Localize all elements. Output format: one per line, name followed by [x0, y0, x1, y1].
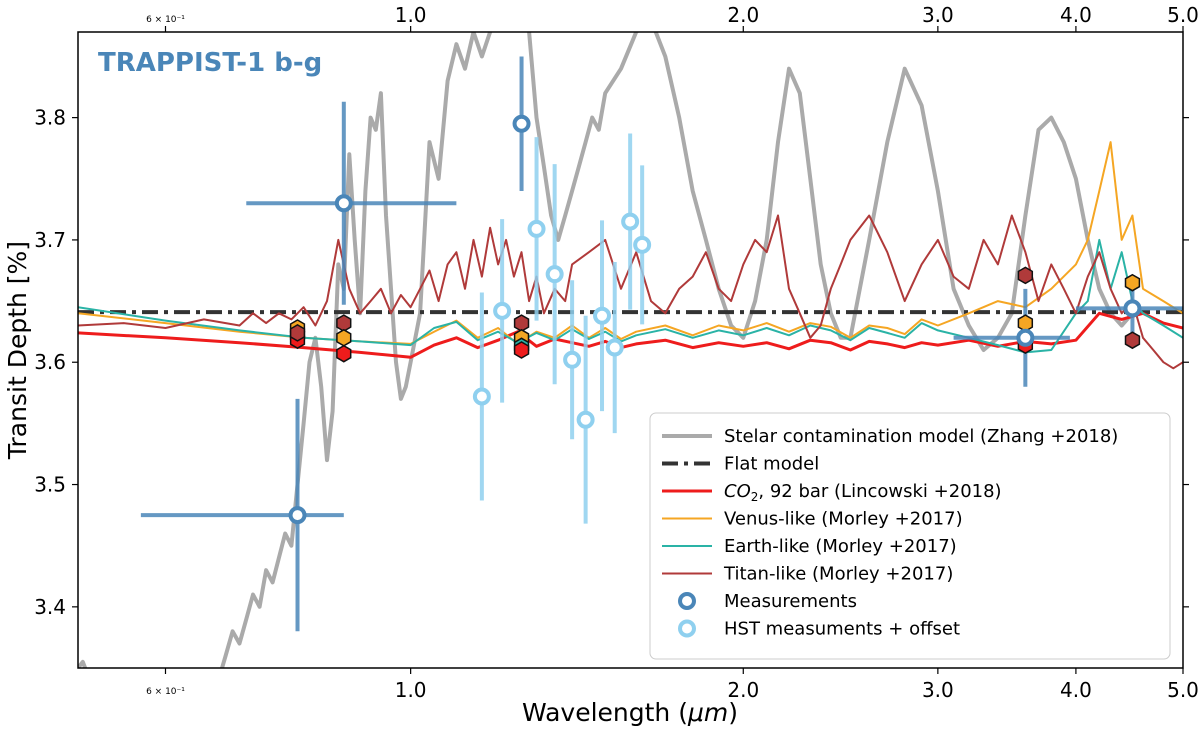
- x-tick-label-bottom-0: 6 × 10⁻¹: [146, 687, 185, 697]
- model-marker-3-1: [1017, 314, 1034, 332]
- model-marker-4-2: [1124, 331, 1141, 350]
- axes-layer: 6 × 10⁻¹ 6 × 10⁻¹ 1.0 1.0 2.0 2.0 3.0 3.0 4.0 4.0…: [34, 3, 1199, 702]
- markers-layer: [288, 114, 1142, 525]
- x-tick-label-top-3: 3.0: [922, 3, 954, 27]
- hst-point-7: [605, 338, 624, 357]
- y-tick-label-2: 3.6: [34, 350, 66, 374]
- legend: Stelar contamination model (Zhang +2018)…: [649, 412, 1171, 660]
- x-tick-label-bottom-1: 1.0: [395, 678, 427, 702]
- hst-point-9: [633, 235, 652, 254]
- measurement-point-4: [1123, 299, 1142, 318]
- legend-label-1: Flat model: [724, 454, 819, 475]
- legend-label-3: Venus-like (Morley +2017): [724, 509, 963, 530]
- model-marker-3-0: [1017, 266, 1034, 285]
- legend-box: [649, 412, 1171, 660]
- measurement-point-3: [1016, 328, 1035, 347]
- y-tick-label-4: 3.8: [34, 106, 66, 130]
- x-axis-label: Wavelength (μm): [522, 698, 738, 727]
- hst-point-4: [563, 350, 582, 369]
- legend-marker-label-0: Measurements: [724, 591, 857, 612]
- model-marker-2-0: [513, 314, 530, 332]
- model-marker-0-3: [289, 324, 306, 342]
- legend-label-4: Earth-like (Morley +2017): [724, 536, 957, 557]
- legend-marker-swatch-0: [678, 592, 696, 610]
- y-tick-label-3: 3.7: [34, 228, 66, 252]
- hst-point-8: [621, 212, 640, 231]
- legend-marker-label-1: HST measuments + offset: [724, 619, 960, 640]
- x-tick-label-top-2: 2.0: [727, 3, 759, 27]
- x-tick-label-top-4: 4.0: [1060, 3, 1092, 27]
- chart-title: TRAPPIST-1 b-g: [98, 48, 322, 78]
- model-marker-1-2: [336, 344, 352, 363]
- x-tick-label-top-1: 1.0: [395, 3, 427, 27]
- x-tick-label-top-5: 5.0: [1167, 3, 1199, 27]
- legend-label-2: CO2, 92 bar (Lincowski +2018): [724, 481, 1002, 504]
- measurement-point-2: [512, 114, 531, 133]
- series-line-4: [78, 238, 1183, 354]
- legend-marker-swatch-1: [678, 619, 696, 638]
- series-line-0: [78, 32, 1134, 668]
- hst-point-0: [472, 387, 491, 406]
- x-tick-label-bottom-5: 5.0: [1167, 678, 1199, 702]
- model-marker-2-3: [513, 341, 530, 359]
- legend-label-5: Titan-like (Morley +2017): [723, 564, 953, 585]
- x-tick-label-bottom-4: 4.0: [1060, 678, 1092, 702]
- hst-point-5: [576, 410, 595, 429]
- y-axis-label: Transit Depth [%]: [3, 241, 32, 460]
- series-line-3: [78, 141, 1183, 345]
- legend-label-0: Stelar contamination model (Zhang +2018): [724, 426, 1118, 447]
- x-tick-label-bottom-2: 2.0: [727, 678, 759, 702]
- measurement-point-0: [288, 506, 307, 525]
- measurement-point-1: [334, 194, 353, 213]
- hst-point-6: [593, 306, 612, 325]
- x-tick-label-bottom-3: 3.0: [922, 678, 954, 702]
- hst-point-1: [493, 301, 512, 320]
- model-marker-4-0: [1124, 273, 1141, 292]
- model-marker-1-1: [336, 328, 352, 347]
- model-marker-1-0: [336, 314, 352, 332]
- y-tick-label-0: 3.4: [34, 595, 66, 619]
- plot-frame: [77, 31, 1184, 669]
- hst-point-2: [527, 219, 546, 238]
- hst-point-3: [545, 265, 564, 284]
- y-tick-label-1: 3.5: [34, 473, 66, 497]
- x-tick-label-top-0: 6 × 10⁻¹: [146, 15, 185, 25]
